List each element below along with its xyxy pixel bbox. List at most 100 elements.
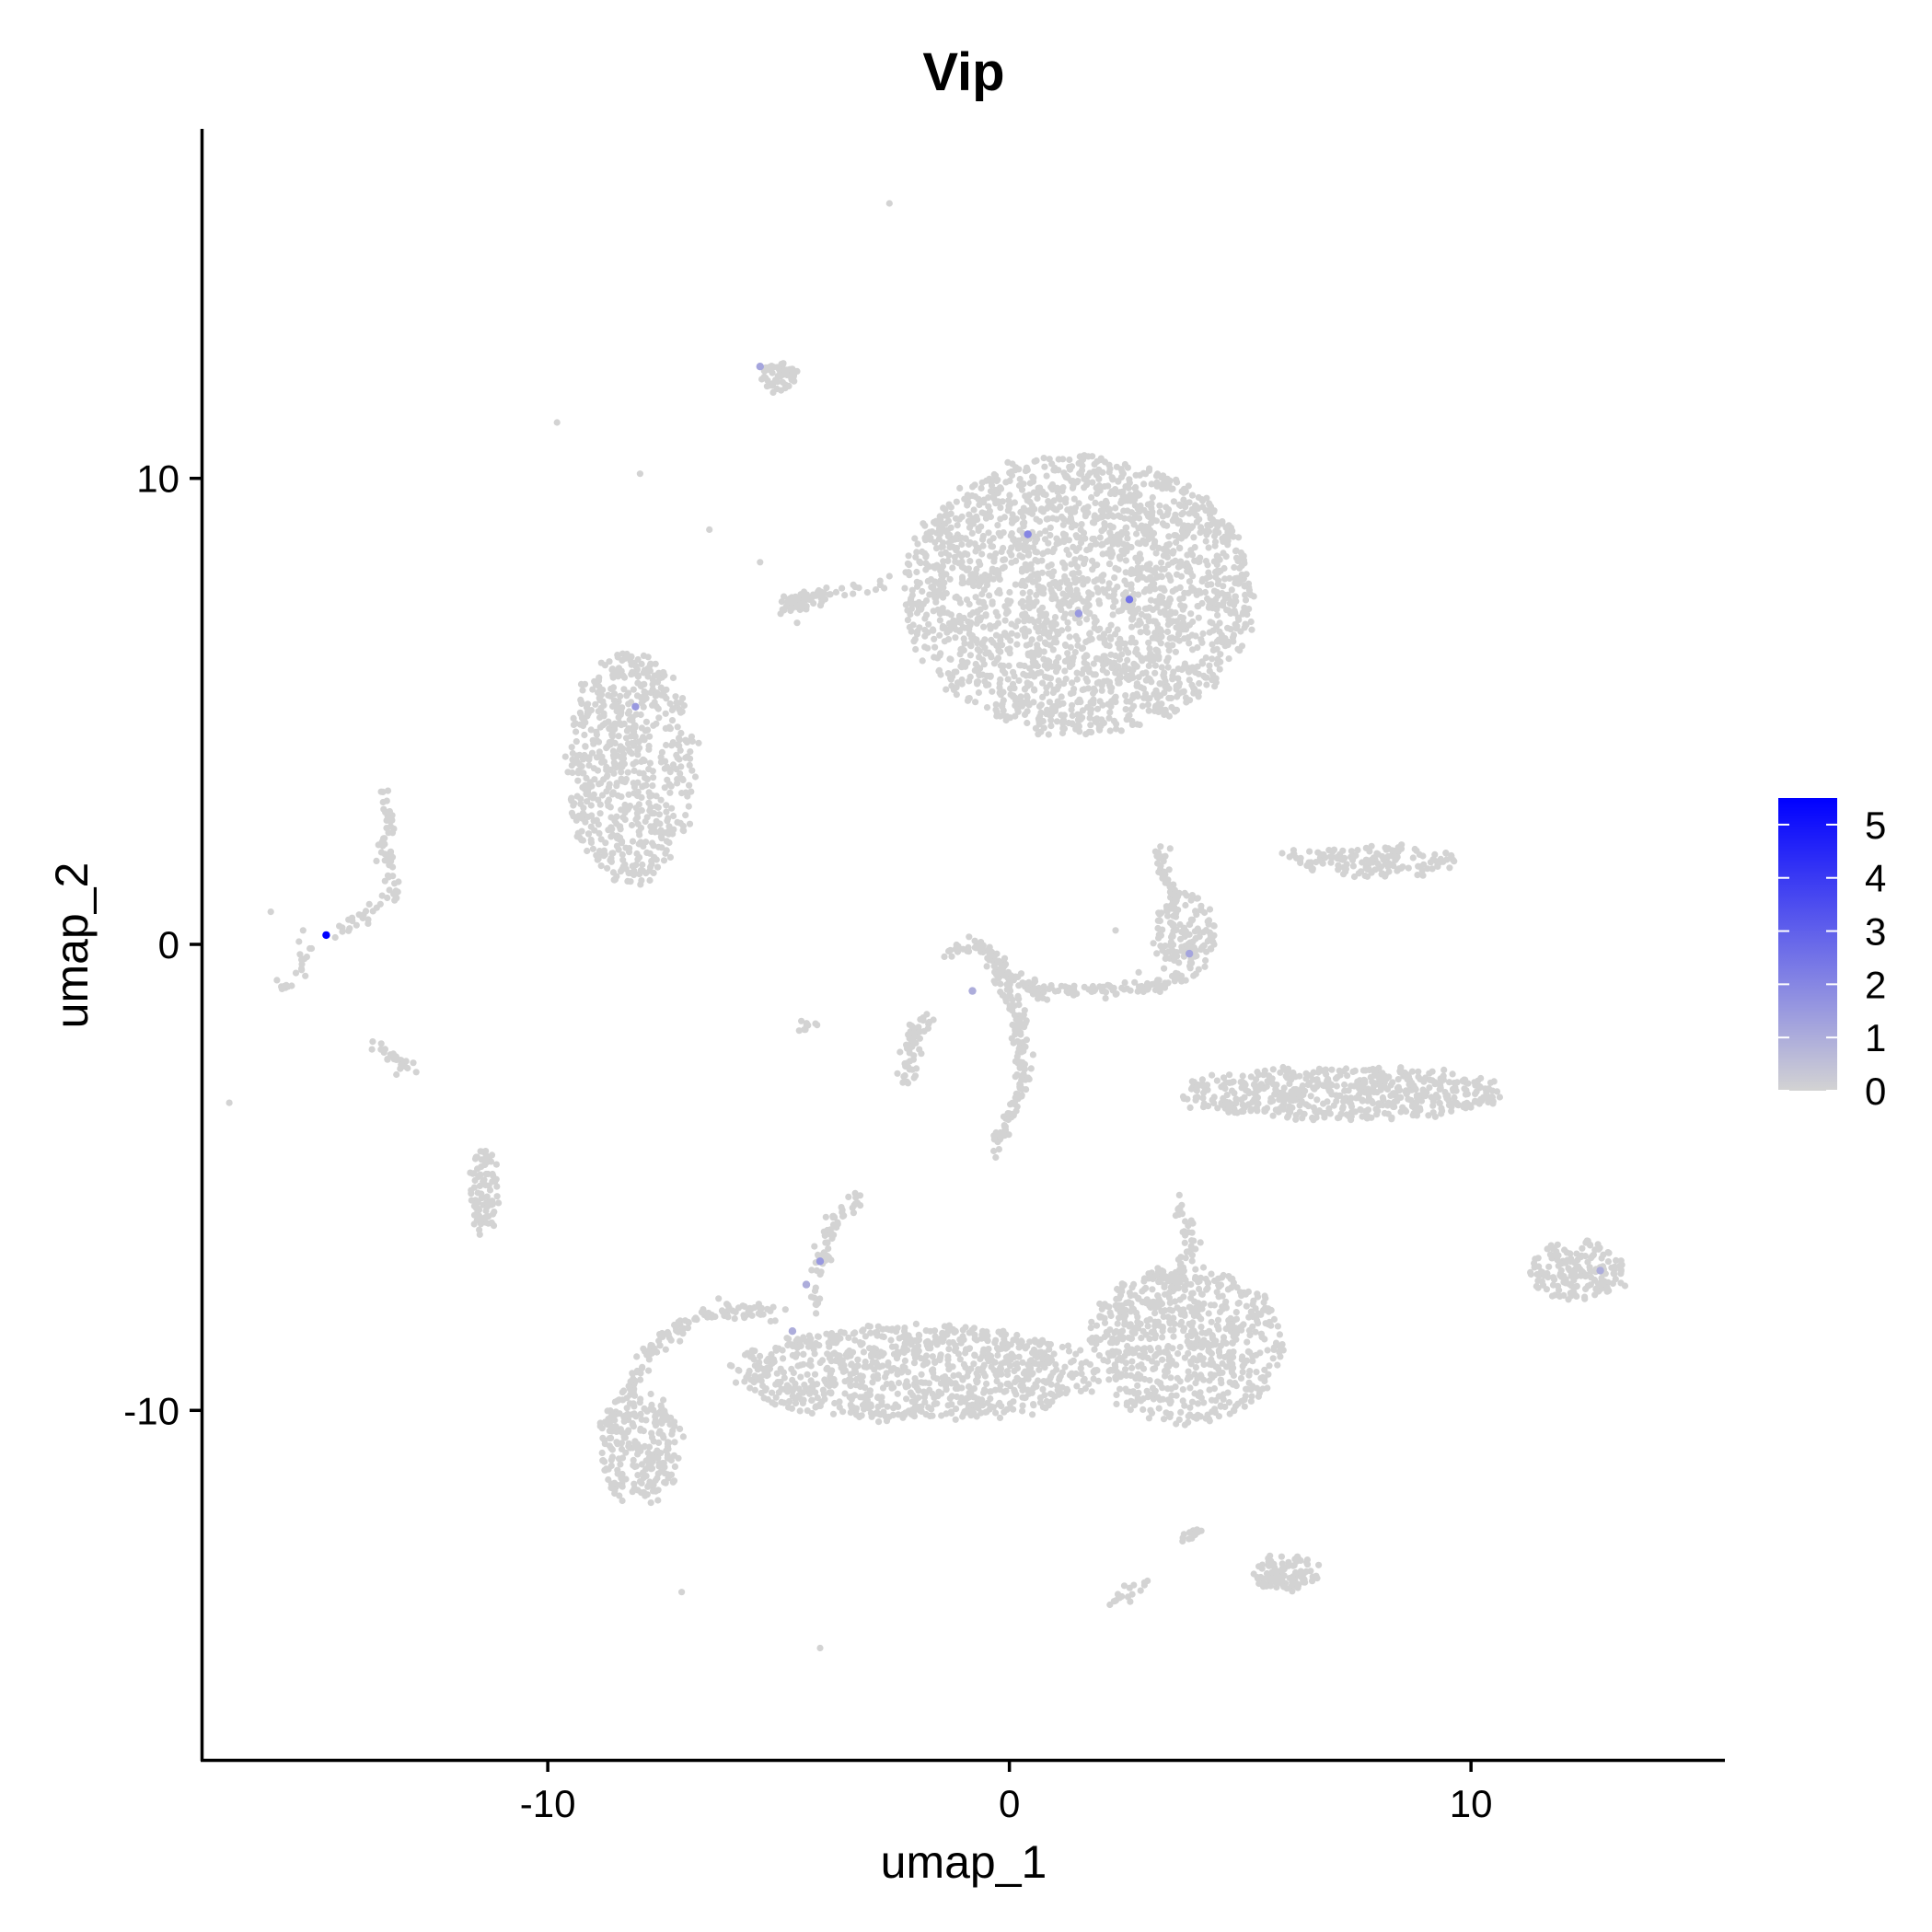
data-point (991, 1386, 999, 1394)
data-point (619, 814, 627, 821)
data-point (587, 726, 595, 734)
data-point (619, 1497, 626, 1505)
data-point (1039, 693, 1047, 701)
data-point (606, 1428, 613, 1435)
data-point (1145, 1415, 1152, 1422)
data-point (1128, 497, 1135, 504)
data-point (636, 1478, 644, 1486)
data-point (1170, 1333, 1177, 1340)
data-point (1148, 500, 1155, 507)
data-point (1209, 605, 1216, 612)
data-point (1254, 1293, 1262, 1301)
data-point (668, 804, 676, 812)
data-point (997, 515, 1004, 523)
data-point (1211, 596, 1219, 604)
data-point (1029, 473, 1036, 480)
data-point (580, 769, 587, 777)
data-point (946, 627, 954, 634)
data-point (622, 1475, 630, 1483)
data-point (1105, 537, 1113, 544)
data-point (590, 817, 597, 825)
data-point (1061, 657, 1069, 665)
data-point (1090, 671, 1097, 678)
data-point (663, 802, 670, 809)
data-point (657, 796, 665, 804)
data-point (1198, 1305, 1206, 1313)
data-point (1122, 706, 1129, 713)
data-point (1105, 627, 1112, 634)
data-point (649, 782, 656, 790)
data-point (1103, 499, 1110, 507)
data-point (670, 812, 677, 820)
data-point (1090, 685, 1097, 692)
data-point (1114, 626, 1121, 633)
data-point (1153, 694, 1162, 701)
data-point (1151, 1318, 1159, 1325)
data-point (1014, 708, 1022, 715)
data-point (577, 680, 585, 688)
data-point (1035, 702, 1044, 711)
data-point (1185, 1349, 1192, 1357)
data-point (664, 776, 671, 783)
data-point (609, 869, 618, 876)
data-point (613, 842, 621, 850)
data-point (824, 1364, 831, 1371)
data-point (1047, 681, 1054, 688)
data-point (966, 538, 974, 547)
data-point (1195, 614, 1202, 621)
data-point (932, 520, 940, 527)
data-point (947, 1408, 954, 1416)
data-point (1050, 592, 1058, 599)
data-point (1066, 663, 1073, 671)
data-point (788, 1405, 796, 1412)
data-point (1203, 674, 1210, 681)
data-point (983, 681, 990, 689)
data-point (655, 828, 663, 836)
data-point (1022, 1345, 1029, 1352)
data-point (1194, 1400, 1202, 1407)
data-point (978, 590, 986, 598)
data-point (1084, 576, 1092, 584)
data-point (1025, 628, 1033, 635)
data-point (1006, 492, 1013, 499)
data-point (952, 1342, 959, 1349)
data-point (1146, 465, 1153, 472)
data-point (966, 652, 974, 659)
data-point (1278, 1341, 1286, 1348)
data-point (1225, 1399, 1233, 1406)
data-point (1023, 672, 1030, 679)
data-point (1222, 1339, 1230, 1348)
data-point (1072, 522, 1080, 529)
data-point (973, 678, 981, 686)
data-point (837, 1328, 845, 1336)
data-point (792, 1399, 800, 1407)
data-point (973, 1413, 980, 1420)
data-point (1019, 553, 1026, 561)
data-point (1165, 533, 1173, 540)
data-point (592, 700, 599, 708)
data-point (966, 642, 974, 649)
data-point (640, 842, 647, 850)
data-point (1104, 1358, 1111, 1365)
data-point (1105, 482, 1112, 490)
data-point (1198, 1329, 1206, 1336)
data-point (808, 1396, 816, 1404)
data-point (640, 1488, 648, 1496)
data-point (1086, 1336, 1093, 1344)
data-point (668, 717, 677, 724)
data-point (636, 744, 643, 752)
data-point (979, 639, 987, 646)
data-point (1055, 677, 1062, 685)
data-point (1128, 721, 1136, 729)
data-point (800, 1360, 807, 1368)
data-point (986, 592, 993, 599)
data-point (1052, 1360, 1059, 1369)
data-point (1217, 651, 1224, 658)
data-point (945, 1346, 953, 1353)
data-point (1146, 1345, 1153, 1352)
data-point (1072, 1350, 1080, 1358)
data-point (1134, 564, 1141, 572)
data-point (1040, 630, 1047, 637)
data-point (816, 1359, 824, 1367)
data-point (1080, 665, 1087, 674)
